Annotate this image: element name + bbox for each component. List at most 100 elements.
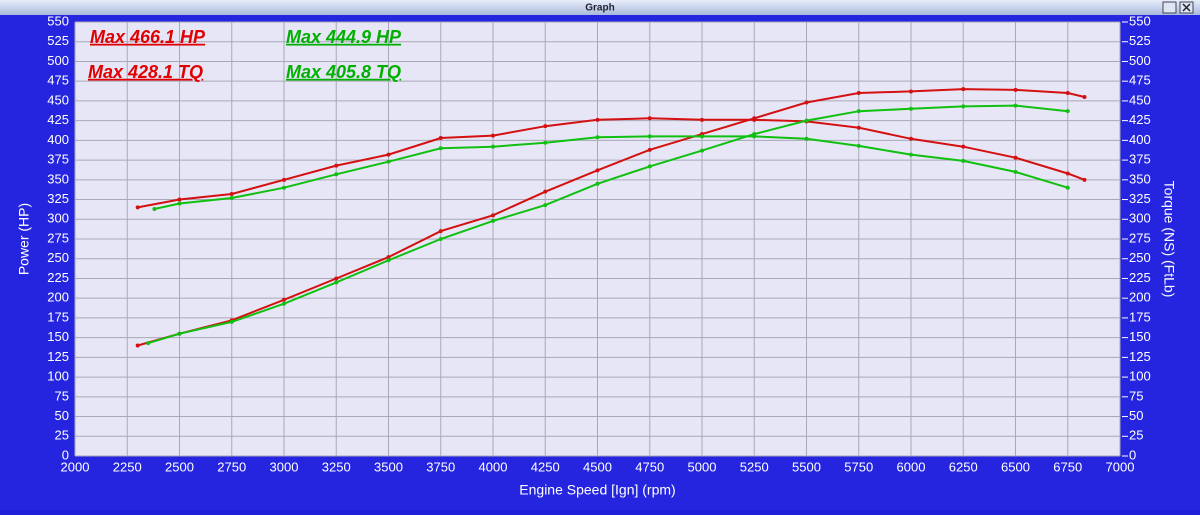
series-dot <box>961 158 966 163</box>
y2-tick-label: 100 <box>1129 369 1151 384</box>
annotation: Max 405.8 TQ <box>286 62 401 82</box>
series-dot <box>282 185 286 190</box>
x-tick-label: 7000 <box>1106 459 1135 474</box>
series-dot <box>595 181 600 186</box>
series-dot <box>752 117 757 122</box>
x-tick-label: 3000 <box>270 459 299 474</box>
series-dot <box>647 116 652 121</box>
series-dot <box>595 135 600 140</box>
x-tick-label: 2500 <box>165 459 194 474</box>
y-tick-label: 150 <box>47 329 69 344</box>
y2-tick-label: 75 <box>1129 388 1143 403</box>
series-dot <box>146 341 151 346</box>
series-dot <box>909 89 913 94</box>
series-dot <box>543 203 548 208</box>
y-tick-label: 100 <box>47 369 69 384</box>
y-tick-label: 0 <box>62 447 69 462</box>
series-dot <box>1013 155 1018 160</box>
y-tick-label: 250 <box>47 250 69 265</box>
x-tick-label: 6750 <box>1053 459 1082 474</box>
annotation: Max 428.1 TQ <box>88 62 203 82</box>
y-tick-label: 450 <box>47 92 69 107</box>
series-dot <box>334 163 339 168</box>
series-dot <box>386 258 391 263</box>
series-dot <box>647 134 652 139</box>
series-dot <box>595 117 600 122</box>
annotation: Max 466.1 HP <box>90 27 206 47</box>
series-dot <box>1065 109 1070 114</box>
y-axis-title: Power (HP) <box>16 203 32 275</box>
series-dot <box>334 276 339 281</box>
x-tick-label: 4500 <box>583 459 612 474</box>
series-dot <box>961 144 966 149</box>
series-dot <box>647 164 652 169</box>
y2-tick-label: 425 <box>1129 112 1151 127</box>
series-dot <box>856 109 861 114</box>
x-tick-label: 4000 <box>479 459 508 474</box>
series-dot <box>386 255 391 260</box>
x-tick-label: 3250 <box>322 459 351 474</box>
series-dot <box>438 146 443 151</box>
x-tick-label: 2750 <box>217 459 246 474</box>
y2-tick-label: 125 <box>1129 349 1151 364</box>
y2-tick-label: 525 <box>1129 33 1151 48</box>
series-dot <box>856 91 861 96</box>
x-tick-label: 6500 <box>1001 459 1030 474</box>
y-tick-label: 325 <box>47 191 69 206</box>
y-tick-label: 400 <box>47 132 69 147</box>
series-dot <box>229 195 234 200</box>
x-tick-label: 5250 <box>740 459 769 474</box>
series-dot <box>700 148 704 153</box>
y-tick-label: 550 <box>47 13 69 28</box>
y2-tick-label: 150 <box>1129 329 1151 344</box>
y2-tick-label: 375 <box>1129 152 1151 167</box>
series-dot <box>1065 91 1070 96</box>
series-dot <box>386 159 391 164</box>
series-dot <box>177 201 182 206</box>
x-tick-label: 5500 <box>792 459 821 474</box>
series-dot <box>438 237 443 241</box>
series-dot <box>491 144 495 149</box>
y2-tick-label: 325 <box>1129 191 1151 206</box>
series-dot <box>1065 185 1070 190</box>
y-tick-label: 125 <box>47 349 69 364</box>
series-line <box>137 117 1085 209</box>
series-dot <box>152 207 157 212</box>
y2-tick-label: 50 <box>1129 408 1143 423</box>
y2-tick-label: 550 <box>1129 13 1151 28</box>
series-dot <box>229 192 234 197</box>
series-dot <box>700 134 704 139</box>
y2-tick-label: 225 <box>1129 270 1151 285</box>
y-tick-label: 275 <box>47 230 69 245</box>
y2-tick-label: 0 <box>1129 447 1136 462</box>
x-tick-label: 2000 <box>61 459 90 474</box>
series-dot <box>438 229 443 234</box>
series-dot <box>135 205 140 210</box>
series-dot <box>856 125 861 130</box>
series-dot <box>804 100 809 105</box>
series-dot <box>909 152 913 157</box>
x-tick-label: 5750 <box>844 459 873 474</box>
series-dot <box>1013 87 1018 92</box>
close-icon <box>1182 3 1191 12</box>
series-dot <box>752 134 757 139</box>
series-dot <box>491 213 495 218</box>
series-dot <box>282 177 286 182</box>
y-tick-label: 75 <box>55 388 69 403</box>
series-dot <box>961 87 966 92</box>
restore-button[interactable] <box>1162 1 1177 14</box>
title-bar <box>0 0 1200 15</box>
series-dot <box>438 135 443 140</box>
y2-axis-title: Torque (NS) (FtLb) <box>1161 181 1177 298</box>
x-tick-label: 3750 <box>426 459 455 474</box>
y2-tick-label: 200 <box>1129 290 1151 305</box>
y-tick-label: 475 <box>47 73 69 88</box>
y2-tick-label: 300 <box>1129 211 1151 226</box>
series-dot <box>177 197 182 202</box>
series-dot <box>1013 169 1018 174</box>
y2-tick-label: 175 <box>1129 309 1151 324</box>
x-axis-title: Engine Speed [Ign] (rpm) <box>519 482 675 498</box>
x-tick-label: 6250 <box>949 459 978 474</box>
y2-tick-label: 450 <box>1129 92 1151 107</box>
